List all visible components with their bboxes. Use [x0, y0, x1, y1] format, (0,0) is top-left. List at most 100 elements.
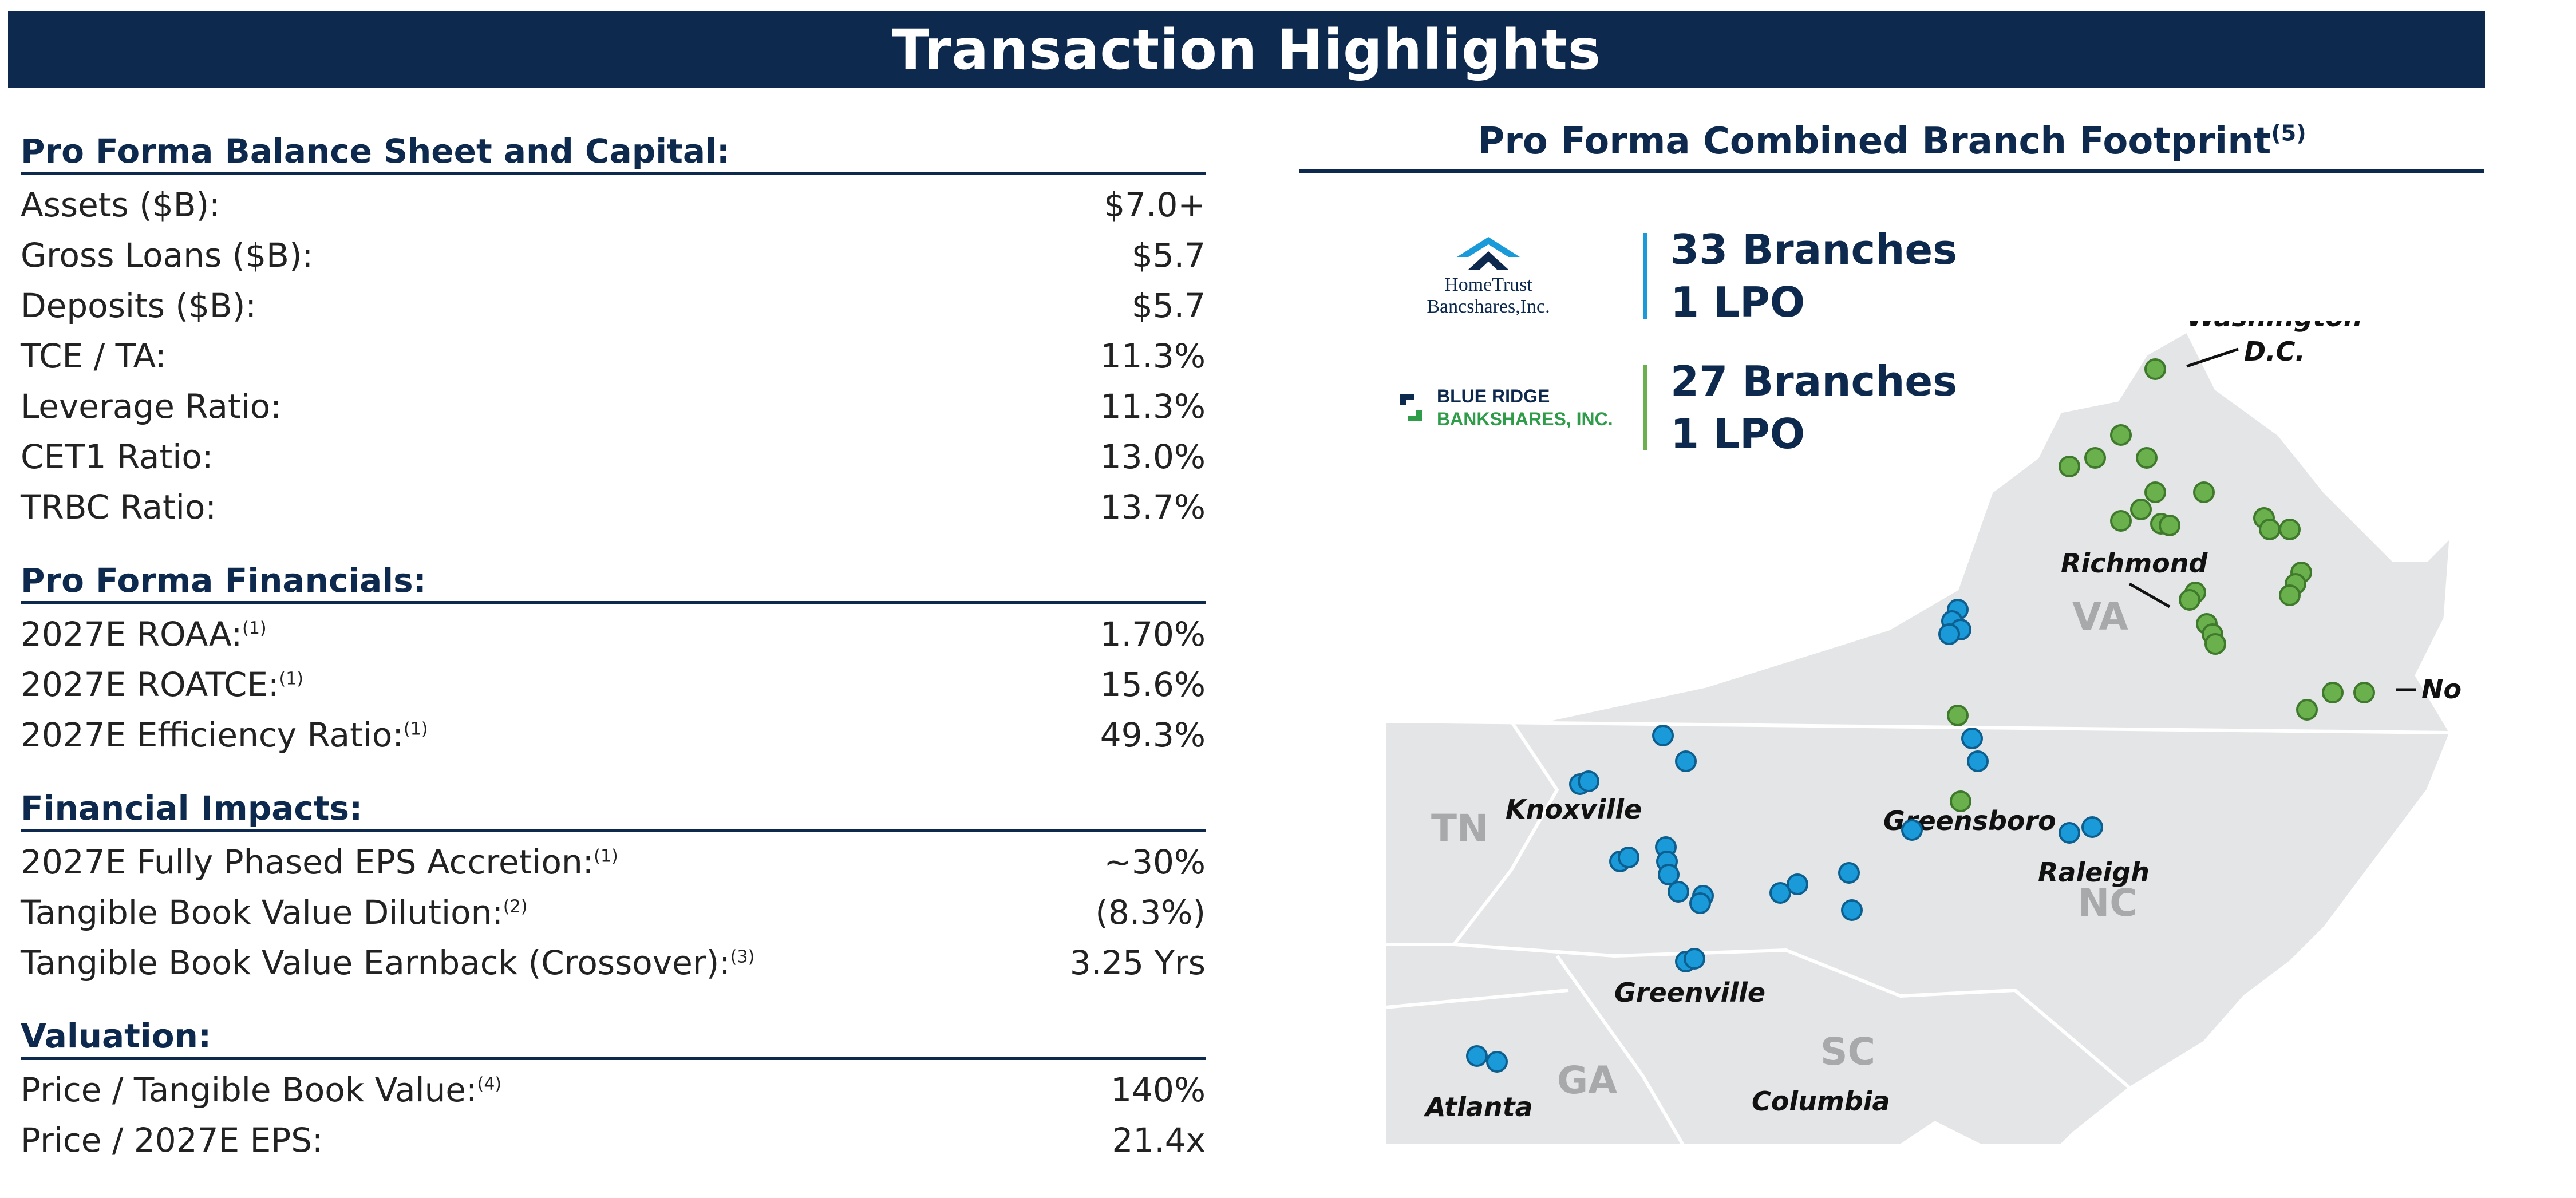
metric-row: Price / Tangible Book Value:(4) 140%	[21, 1070, 1206, 1121]
section-2: Financial Impacts: 2027E Fully Phased EPS…	[21, 789, 1206, 994]
metric-label: TCE / TA:	[21, 337, 167, 375]
metric-value: $5.7	[1131, 236, 1206, 275]
metric-label-text: 2027E Fully Phased EPS Accretion:	[21, 843, 594, 881]
border-va-nc	[1385, 719, 2451, 734]
hometrust-counts: 33 Branches 1 LPO	[1670, 223, 1957, 329]
left-panel: Pro Forma Balance Sheet and Capital: Asse…	[21, 132, 1206, 1171]
metric-label-text: Price / 2027E EPS:	[21, 1121, 323, 1160]
blue-ridge-logo-line2: BANKSHARES, INC.	[1437, 409, 1613, 429]
metric-value: $5.7	[1131, 286, 1206, 325]
branch-marker-blue-ridge	[2130, 499, 2152, 520]
branch-marker-hometrust	[2059, 822, 2080, 844]
blue-ridge-branch-count: 27 Branches	[1670, 357, 1958, 405]
section-title: Valuation:	[21, 1017, 1206, 1060]
metric-value: (8.3%)	[1095, 893, 1206, 932]
legend-hometrust: HomeTrust Bancshares,Inc. 33 Branches 1 …	[1397, 223, 1957, 329]
city-label-dc: D.C.	[2244, 336, 2305, 367]
metric-label: CET1 Ratio:	[21, 437, 213, 476]
metric-label: 2027E ROATCE:(1)	[21, 665, 303, 704]
branch-marker-blue-ridge	[2084, 447, 2106, 469]
metric-value: $7.0+	[1104, 185, 1206, 224]
metric-value: 1.70%	[1100, 615, 1206, 654]
branch-marker-blue-ridge	[2179, 589, 2200, 611]
branch-marker-hometrust	[1652, 725, 1674, 746]
metric-label-text: 2027E ROATCE:	[21, 665, 279, 704]
metric-value: 13.0%	[1100, 437, 1206, 476]
border-nc-sc	[1453, 943, 2131, 1089]
state-label-tn: TN	[1431, 806, 1488, 851]
page-title: Transaction Highlights	[892, 18, 1601, 82]
hometrust-logo-line2: Bancshares,Inc.	[1427, 296, 1550, 317]
metric-row: 2027E Efficiency Ratio:(1) 49.3%	[21, 715, 1206, 766]
section-1: Pro Forma Financials: 2027E ROAA:(1) 1.70%…	[21, 561, 1206, 766]
branch-marker-blue-ridge	[2353, 682, 2375, 703]
section-title: Pro Forma Financials:	[21, 561, 1206, 604]
map-landmass	[1385, 330, 2451, 1145]
metric-label-text: Leverage Ratio:	[21, 387, 282, 426]
metric-label: Price / 2027E EPS:	[21, 1121, 323, 1160]
blue-ridge-logo-line1: BLUE RIDGE	[1437, 386, 1550, 406]
city-label-raleigh: Raleigh	[2038, 857, 2150, 888]
footnote-marker: (1)	[242, 618, 267, 639]
branch-marker-hometrust	[1901, 819, 1923, 841]
branch-marker-hometrust	[1787, 873, 1808, 895]
footnote-marker: (3)	[730, 947, 755, 967]
metric-label-text: Tangible Book Value Earnback (Crossover)…	[21, 943, 730, 982]
metric-label-text: Price / Tangible Book Value:	[21, 1070, 477, 1109]
footnote-marker: (1)	[279, 669, 304, 689]
metric-label: TRBC Ratio:	[21, 488, 216, 527]
footprint-title: Pro Forma Combined Branch Footprint(5)	[1299, 120, 2484, 173]
city-label-knoxville: Knoxville	[1506, 794, 1642, 825]
footprint-title-text: Pro Forma Combined Branch Footprint	[1477, 120, 2271, 163]
metric-label-text: Assets ($B):	[21, 185, 220, 224]
branch-marker-hometrust	[1675, 750, 1697, 772]
branch-marker-hometrust	[1841, 899, 1863, 921]
metric-row: Deposits ($B): $5.7	[21, 286, 1206, 337]
branch-marker-hometrust	[2081, 816, 2103, 838]
leader-dc	[2186, 347, 2239, 368]
branch-marker-blue-ridge	[2259, 519, 2281, 540]
metric-label-text: Tangible Book Value Dilution:	[21, 893, 503, 932]
branch-marker-blue-ridge	[1950, 790, 1971, 812]
city-label-greenville: Greenville	[1614, 977, 1765, 1008]
branch-marker-hometrust	[1618, 847, 1639, 868]
metric-value: 11.3%	[1100, 387, 1206, 426]
branch-marker-blue-ridge	[2144, 358, 2166, 380]
branch-marker-blue-ridge	[2110, 510, 2132, 532]
metric-value: 21.4x	[1112, 1121, 1206, 1160]
section-spacer	[21, 766, 1206, 789]
metric-value: 49.3%	[1100, 715, 1206, 754]
hometrust-roof-icon	[1457, 237, 1520, 270]
metric-value: 3.25 Yrs	[1069, 943, 1206, 982]
metric-row: Leverage Ratio: 11.3%	[21, 387, 1206, 437]
state-label-va: VA	[2072, 595, 2128, 639]
metric-row: Tangible Book Value Earnback (Crossover)…	[21, 943, 1206, 994]
metric-value: 15.6%	[1100, 665, 1206, 704]
section-title: Financial Impacts:	[21, 789, 1206, 832]
branch-marker-blue-ridge	[1947, 705, 1969, 726]
branch-marker-hometrust	[1967, 750, 1989, 772]
metric-row: Tangible Book Value Dilution:(2) (8.3%)	[21, 893, 1206, 943]
branch-marker-blue-ridge	[2144, 481, 2166, 503]
metric-label: Leverage Ratio:	[21, 387, 282, 426]
branch-marker-hometrust	[1486, 1051, 1508, 1073]
state-label-sc: SC	[1820, 1030, 1875, 1074]
metric-value: 140%	[1111, 1070, 1206, 1109]
branch-marker-blue-ridge	[2204, 633, 2226, 655]
branch-marker-blue-ridge	[2059, 456, 2080, 477]
city-label-atlanta: Atlanta	[1424, 1092, 1533, 1122]
metric-row: Assets ($B): $7.0+	[21, 185, 1206, 236]
metric-label: Deposits ($B):	[21, 286, 256, 325]
city-label-columbia: Columbia	[1752, 1086, 1890, 1117]
metric-label: Assets ($B):	[21, 185, 220, 224]
section-spacer	[21, 538, 1206, 561]
branch-marker-hometrust	[1961, 728, 1983, 749]
metric-label: Gross Loans ($B):	[21, 236, 313, 275]
metric-label: 2027E ROAA:(1)	[21, 615, 267, 654]
metric-row: TRBC Ratio: 13.7%	[21, 488, 1206, 538]
branch-marker-hometrust	[1668, 881, 1689, 903]
branch-marker-hometrust	[1838, 862, 1860, 884]
section-3: Valuation: Price / Tangible Book Value:(4…	[21, 1017, 1206, 1171]
branch-marker-blue-ridge	[2296, 699, 2318, 721]
border-tn-ga	[1385, 989, 1569, 1009]
